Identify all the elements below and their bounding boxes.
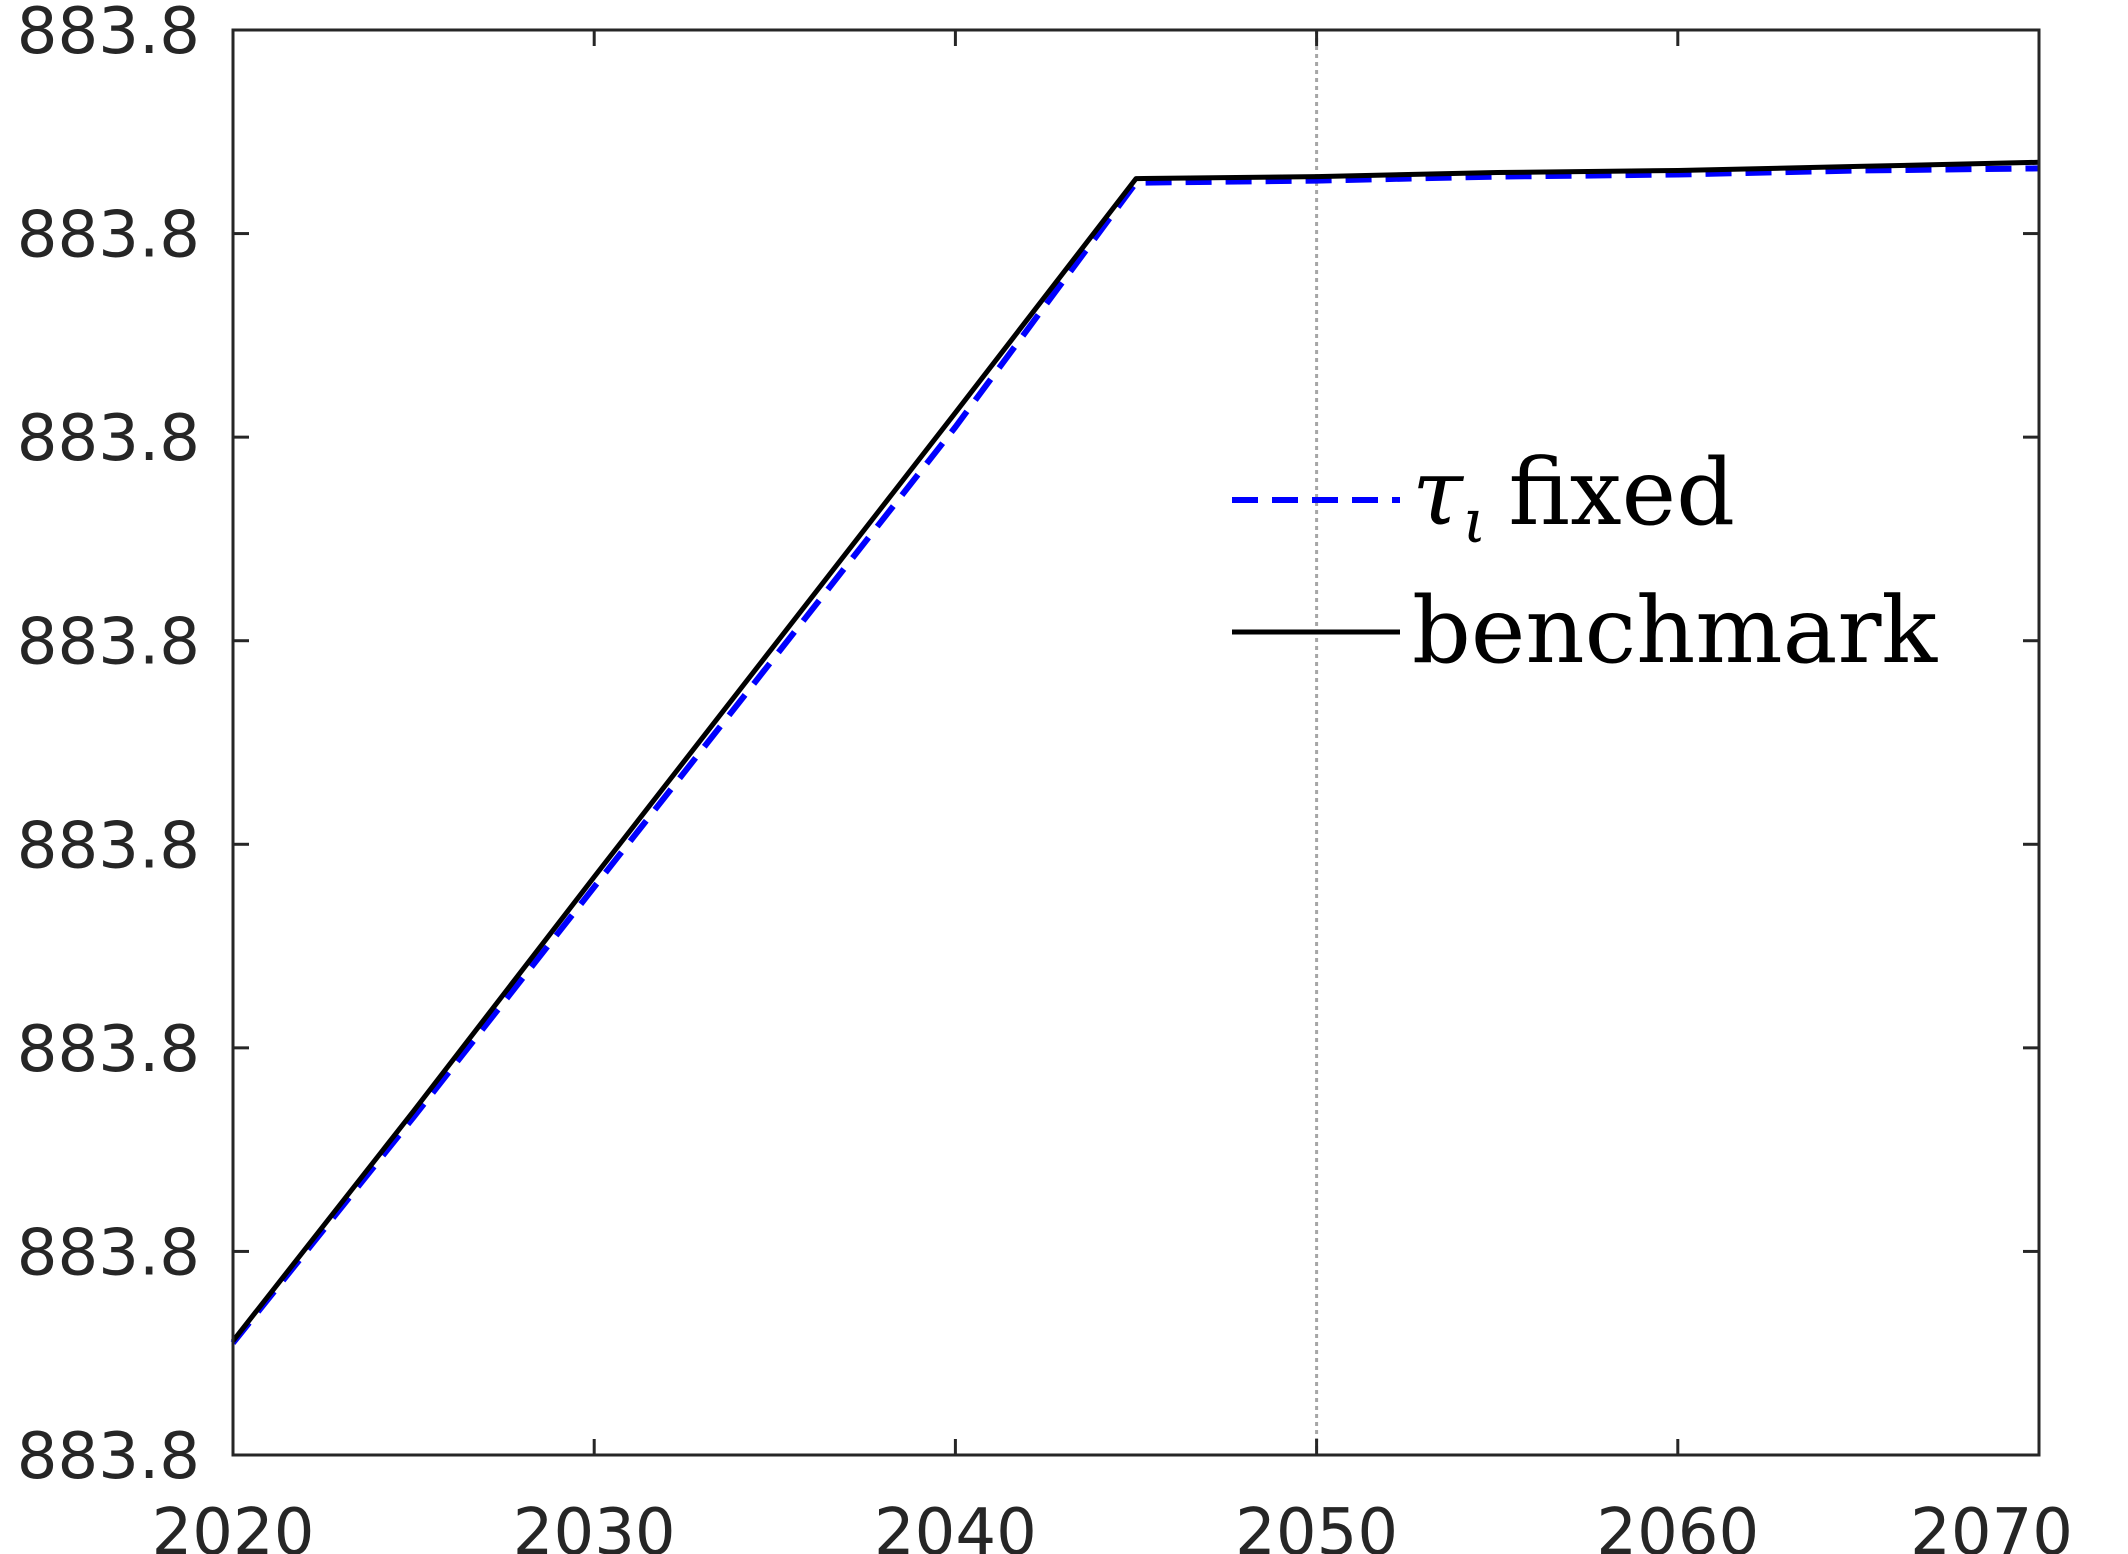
y-tick-label: 883.8	[17, 809, 200, 883]
y-tick-label: 883.8	[17, 199, 200, 273]
y-tick-label: 883.8	[17, 1216, 200, 1290]
y-tick-label: 883.8	[17, 1013, 200, 1087]
series-layer	[230, 159, 2040, 1345]
series-line-benchmark	[231, 159, 2040, 1343]
x-tick-label: 2070	[1910, 1496, 2073, 1554]
y-tick-label: 883.8	[17, 1420, 200, 1494]
plot-background	[233, 30, 2039, 1455]
legend-label-benchmark: benchmark	[1412, 577, 1938, 684]
x-tick-label: 2040	[874, 1496, 1037, 1554]
tick-layer	[231, 28, 2041, 1457]
plot-frame	[231, 28, 2041, 1457]
legend: τι fixed benchmark	[1232, 439, 1938, 684]
y-tick-labels: 883.8 883.8 883.8 883.8 883.8 883.8 883.8 883.8	[17, 0, 200, 1494]
y-tick-label: 883.8	[17, 0, 200, 69]
x-tick-label: 2050	[1235, 1496, 1398, 1554]
y-tick-label: 883.8	[17, 606, 200, 680]
x-tick-labels: 2020 2030 2040 2050 2060 2070	[152, 1496, 2073, 1554]
x-tick-label: 2020	[152, 1496, 315, 1554]
x-tick-label: 2060	[1596, 1496, 1759, 1554]
x-tick-label: 2030	[513, 1496, 676, 1554]
series-line-tau-fixed	[230, 165, 2040, 1345]
y-tick-label: 883.8	[17, 402, 200, 476]
legend-label-tau-fixed: τι fixed	[1412, 439, 1735, 557]
